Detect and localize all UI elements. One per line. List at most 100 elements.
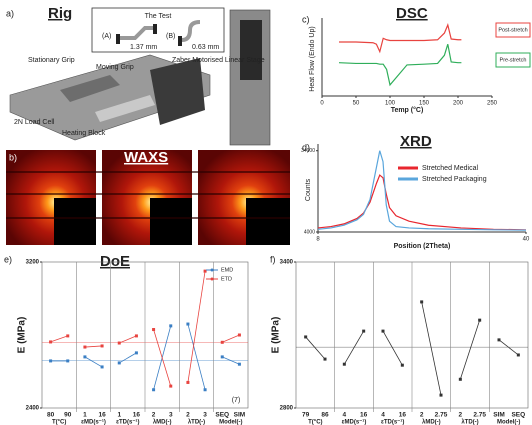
callout: Stationary Grip [28, 57, 75, 64]
effect-point [117, 341, 121, 345]
effect-point [342, 362, 346, 366]
effect-point [152, 328, 156, 332]
factor-label: Model(-) [497, 420, 520, 425]
chart-title: DoE [100, 253, 130, 270]
legend-marker [210, 277, 214, 281]
effect-point [478, 318, 482, 322]
waxs-images [6, 150, 290, 245]
effect-point [66, 359, 70, 363]
x-tick-label: 40 [523, 237, 530, 243]
effect-point [237, 333, 241, 337]
level-label: 3 [169, 412, 173, 419]
y-tick-label: 2800 [280, 406, 294, 412]
y-axis-label: E (MPa) [17, 317, 28, 354]
factor-label: εMD(s⁻¹) [342, 419, 367, 425]
factor-label: λMD(-) [153, 420, 172, 425]
effect-point [100, 365, 104, 369]
inset-box [91, 7, 225, 53]
y-tick-label: 3200 [26, 260, 40, 266]
sample-clamp [116, 34, 120, 44]
factor-label: εMD(s⁻¹) [81, 419, 106, 425]
x-axis-label: Temp (°C) [391, 106, 424, 114]
level-label: 2.75 [435, 412, 448, 419]
effect-point [83, 345, 87, 349]
level-label: 86 [321, 412, 329, 419]
x-tick-label: 0 [320, 101, 324, 107]
x-tick-label: 100 [385, 101, 396, 107]
beamstop [246, 198, 290, 245]
x-tick-label: 150 [419, 101, 430, 107]
effect-line [119, 335, 137, 344]
effect-point [362, 329, 366, 333]
effect-line [421, 301, 442, 396]
sample-clamp [178, 36, 182, 46]
level-label: 2 [420, 412, 424, 419]
factor-label: λTD(-) [188, 420, 205, 425]
effect-line [343, 330, 365, 365]
effect-point [152, 388, 156, 392]
effect-point [49, 340, 53, 344]
effect-point [134, 351, 138, 355]
effect-point [516, 353, 520, 357]
effect-line [305, 336, 326, 360]
level-label: 2 [459, 412, 463, 419]
effect-line [50, 335, 68, 343]
y-tick-label: 4000 [304, 229, 315, 235]
x-tick-label: 200 [453, 101, 464, 107]
heating-block [95, 95, 155, 122]
panel-label: f) [270, 254, 276, 264]
effect-point [323, 357, 327, 361]
callout: Moving Grip [96, 64, 134, 71]
inset-label: (B) [166, 33, 175, 40]
level-label: 2.75 [473, 412, 486, 419]
inset-label: (A) [102, 33, 111, 40]
level-label: 16 [98, 412, 106, 419]
x-tick-label: 250 [487, 101, 498, 107]
effect-point [186, 322, 190, 326]
y-tick-label: 34000 [301, 148, 315, 154]
inset-title: The Test [145, 13, 172, 20]
effect-line [119, 352, 137, 364]
level-label: 3 [203, 412, 207, 419]
effect-point [100, 344, 104, 348]
level-label: SIM [234, 412, 246, 419]
level-label: SEQ [511, 412, 525, 419]
effect-point [169, 324, 173, 328]
chart-title: XRD [400, 133, 432, 150]
effect-point [439, 393, 443, 397]
beamstop [54, 198, 96, 245]
legend-label: Post-stretch [498, 27, 527, 33]
callout: Heating Block [62, 130, 106, 137]
effect-point [203, 269, 207, 273]
series-line [317, 150, 527, 231]
effect-line [84, 356, 103, 368]
y-tick-label: 2400 [26, 406, 40, 412]
y-axis-label: Heat Flow (Endo Up) [309, 26, 316, 91]
effect-point [220, 355, 224, 359]
x-tick-label: 8 [316, 237, 320, 243]
level-label: 16 [399, 412, 407, 419]
factor-label: T(°C) [308, 420, 322, 425]
chart-title: DSC [396, 5, 428, 22]
sample-clamp [153, 24, 157, 34]
panel-label: a) [6, 8, 14, 18]
rig-tower-stage [240, 20, 262, 80]
effect-point [304, 335, 308, 339]
legend-marker [210, 268, 214, 272]
factor-label: εTD(s⁻¹) [116, 419, 139, 425]
effect-point [458, 377, 462, 381]
level-label: 4 [343, 412, 347, 419]
level-label: 2 [152, 412, 156, 419]
factor-label: Model(-) [219, 420, 242, 425]
beamstop [150, 198, 192, 245]
sample [120, 26, 153, 40]
panel-label: e) [4, 254, 12, 264]
effect-line [153, 329, 172, 387]
y-tick-label: 3400 [280, 260, 294, 266]
panel-label: c) [302, 14, 310, 24]
effect-point [237, 362, 241, 366]
inset-dim: 0.63 mm [192, 44, 219, 51]
x-axis-label: Position (2Theta) [394, 243, 451, 250]
effect-point [117, 361, 121, 365]
